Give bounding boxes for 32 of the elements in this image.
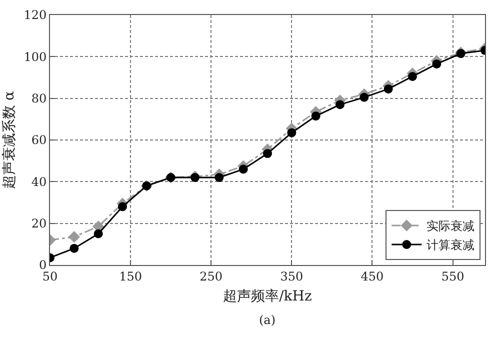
point — [360, 92, 369, 102]
point — [456, 49, 466, 58]
point — [336, 100, 344, 110]
point — [94, 229, 103, 238]
y-tick-label: 100 — [24, 50, 47, 64]
y-axis-title: 超声衰减系数 α — [1, 90, 18, 189]
point — [190, 173, 200, 182]
point — [118, 202, 127, 212]
x-tick-label: 250 — [200, 269, 223, 284]
y-tick-label: 20 — [31, 216, 47, 231]
legend-label: 实际衰减 — [426, 219, 475, 234]
point — [287, 128, 296, 138]
point — [70, 244, 79, 253]
x-tick-label: 350 — [280, 269, 304, 284]
text: (a) — [259, 313, 276, 327]
x-tick-label: 150 — [119, 269, 142, 284]
legend-label: 计算衰减 — [426, 238, 475, 252]
y-tick-label: 40 — [31, 174, 47, 189]
point — [311, 112, 320, 121]
point — [432, 59, 442, 68]
y-tick-label: 80 — [31, 92, 47, 106]
y-tick-label: 120 — [24, 8, 47, 22]
x-axis-title: 超声频率/kHz — [223, 288, 312, 305]
point — [68, 231, 80, 243]
x-tick-label: 450 — [360, 269, 384, 284]
point — [263, 149, 272, 158]
point — [238, 164, 248, 174]
y-tick-label: 60 — [31, 133, 47, 148]
point — [214, 173, 224, 182]
point — [408, 72, 417, 81]
point — [384, 84, 393, 94]
x-tick-label: 550 — [441, 269, 464, 284]
